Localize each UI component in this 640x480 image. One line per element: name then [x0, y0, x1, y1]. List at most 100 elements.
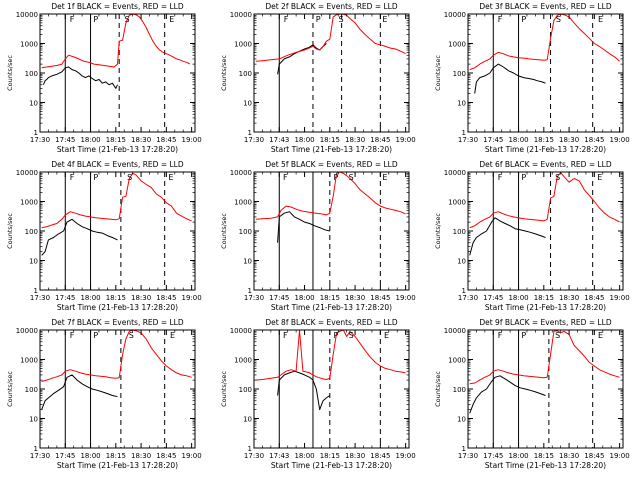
- y-axis-label: Counts/sec: [434, 213, 442, 249]
- x-tick-label: 18:30: [559, 452, 579, 460]
- plot-frame: [467, 171, 624, 291]
- phase-marker-label: E: [597, 173, 602, 182]
- y-tick-label: 1000: [20, 199, 38, 207]
- phase-marker-label: E: [168, 173, 173, 182]
- phase-marker-label: S: [349, 173, 354, 182]
- y-axis-label: Counts/sec: [6, 55, 14, 91]
- chart-title: Det 5f BLACK = Events, RED = LLD: [265, 160, 398, 169]
- y-axis: 1 10 100 1000 10000: [16, 327, 195, 453]
- event-lines: [64, 330, 166, 448]
- y-axis-label: Counts/sec: [220, 55, 228, 91]
- phase-marker-label: P: [93, 15, 98, 24]
- y-tick-label: 1000: [448, 199, 466, 207]
- series-events-line: [474, 63, 546, 94]
- phase-marker-label: P: [334, 331, 339, 340]
- plot-frame: [253, 171, 410, 291]
- phase-marker-label: F: [498, 173, 503, 182]
- phase-marker-label: F: [70, 15, 75, 24]
- y-axis: 1 10 100 1000 10000: [444, 11, 623, 137]
- y-tick-label: 100: [25, 228, 38, 236]
- x-tick-label: 17:30: [458, 294, 478, 302]
- phase-marker-label: S: [556, 15, 561, 24]
- x-axis: 17:30 17:45 18:00 18:15 18:30 18:45 19:00: [458, 330, 630, 460]
- event-lines: [278, 172, 381, 290]
- series-events-line: [277, 43, 327, 75]
- x-tick-label: 18:00: [294, 452, 314, 460]
- y-tick-label: 10: [457, 258, 466, 266]
- x-axis-label: Start Time (21-Feb-13 17:28:20): [485, 145, 606, 154]
- phase-marker-label: S: [125, 15, 130, 24]
- y-tick-label: 10: [29, 100, 38, 108]
- y-tick-label: 100: [239, 70, 252, 78]
- x-tick-label: 19:00: [396, 136, 416, 144]
- y-axis: 1 10 100 1000 10000: [16, 169, 195, 295]
- x-axis-label: Start Time (21-Feb-13 17:28:20): [271, 145, 392, 154]
- y-tick-label: 10: [243, 258, 252, 266]
- phase-marker-label: F: [284, 15, 289, 24]
- plot-frame: [253, 13, 410, 133]
- y-tick-label: 1000: [20, 41, 38, 49]
- x-axis-label: Start Time (21-Feb-13 17:28:20): [271, 461, 392, 470]
- y-tick-label: 1: [34, 129, 38, 137]
- y-tick-label: 100: [25, 386, 38, 394]
- series-lld-line: [255, 171, 406, 220]
- y-axis: 1 10 100 1000 10000: [230, 169, 409, 295]
- series-lld-line: [41, 13, 191, 69]
- phase-marker-label: E: [382, 15, 387, 24]
- phase-marker-label: P: [93, 331, 98, 340]
- plot-frame: [39, 329, 196, 449]
- x-tick-label: 18:15: [534, 294, 554, 302]
- chart-title: Det 2f BLACK = Events, RED = LLD: [265, 2, 398, 11]
- x-axis: 17:30 17:43 18:00 18:15 18:30 18:45 19:00: [244, 14, 416, 144]
- y-tick-label: 1000: [234, 357, 252, 365]
- phase-marker-label: S: [555, 173, 560, 182]
- x-tick-label: 18:30: [131, 452, 151, 460]
- x-tick-label: 18:45: [156, 294, 176, 302]
- x-tick-label: 17:43: [269, 136, 289, 144]
- x-tick-label: 17:45: [483, 136, 503, 144]
- chart-title: Det 8f BLACK = Events, RED = LLD: [265, 318, 398, 327]
- y-tick-label: 10000: [230, 327, 252, 335]
- x-tick-label: 17:30: [458, 136, 478, 144]
- y-tick-label: 1: [34, 445, 38, 453]
- x-axis-label: Start Time (21-Feb-13 17:28:20): [485, 303, 606, 312]
- y-tick-label: 10: [457, 416, 466, 424]
- plot-frame: [467, 329, 624, 449]
- x-tick-label: 18:30: [559, 136, 579, 144]
- phase-marker-label: S: [555, 331, 560, 340]
- x-tick-label: 17:30: [458, 452, 478, 460]
- x-tick-label: 19:00: [396, 452, 416, 460]
- phase-marker-label: P: [521, 15, 526, 24]
- x-tick-label: 18:00: [508, 452, 528, 460]
- x-axis-label: Start Time (21-Feb-13 17:28:20): [57, 145, 178, 154]
- phase-marker-label: S: [129, 331, 134, 340]
- x-tick-label: 19:00: [182, 294, 202, 302]
- x-axis: 17:30 17:45 18:00 18:15 18:30 18:45 19:00: [458, 172, 630, 302]
- x-tick-label: 17:30: [30, 136, 50, 144]
- x-axis: 17:30 17:45 18:00 18:15 18:30 18:45 19:00: [30, 330, 202, 460]
- x-tick-label: 18:00: [294, 294, 314, 302]
- x-tick-label: 19:00: [610, 294, 630, 302]
- phase-marker-label: F: [498, 15, 503, 24]
- chart-title: Det 4f BLACK = Events, RED = LLD: [51, 160, 184, 169]
- x-tick-label: 18:45: [370, 136, 390, 144]
- x-axis-label: Start Time (21-Feb-13 17:28:20): [271, 303, 392, 312]
- x-tick-label: 18:15: [320, 452, 340, 460]
- event-lines: [64, 14, 166, 132]
- series-events-line: [41, 374, 118, 410]
- plot-frame: [39, 13, 196, 133]
- series-events-line: [469, 217, 546, 256]
- series-lld-line: [41, 172, 192, 229]
- x-tick-label: 18:30: [131, 294, 151, 302]
- y-axis: 1 10 100 1000 10000: [16, 11, 195, 137]
- chart-title: Det 3f BLACK = Events, RED = LLD: [479, 2, 612, 11]
- phase-marker-label: P: [521, 331, 526, 340]
- series-events-line: [469, 375, 546, 414]
- x-tick-label: 18:45: [370, 294, 390, 302]
